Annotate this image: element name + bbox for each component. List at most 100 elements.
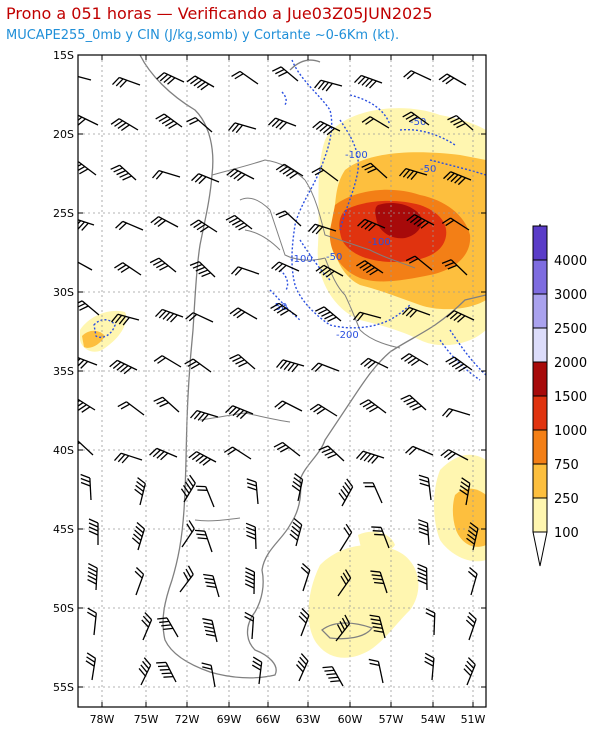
- wind-barb: [289, 518, 303, 547]
- wind-barb: [308, 223, 337, 235]
- colorbar-swatch: [532, 429, 548, 465]
- lat-label: 15S: [53, 49, 74, 62]
- wind-barb: [78, 114, 99, 126]
- wind-barb: [459, 477, 471, 506]
- wind-barb: [440, 449, 469, 461]
- wind-barb: [445, 356, 473, 372]
- wind-barb: [467, 567, 478, 596]
- colorbar-bottom-arrow: [532, 531, 548, 567]
- wind-barb: [354, 74, 383, 89]
- wind-barb: [78, 73, 92, 81]
- colorbar-swatch: [532, 361, 548, 397]
- wind-barb: [225, 405, 254, 420]
- wind-barb: [155, 113, 183, 129]
- wind-barb: [180, 474, 196, 503]
- wind-barb: [114, 452, 143, 464]
- wind-barb: [110, 118, 139, 132]
- wind-barb: [149, 447, 178, 461]
- wind-barb: [138, 657, 152, 686]
- wind-barb: [78, 217, 95, 231]
- wind-barb: [298, 608, 310, 637]
- wind-barb: [190, 409, 219, 422]
- wind-barb: [447, 114, 474, 131]
- wind-barb: [223, 446, 252, 460]
- wind-barb: [226, 168, 255, 182]
- wind-barb: [115, 220, 144, 231]
- colorbar-label: 250: [554, 492, 579, 507]
- lat-label: 45S: [53, 523, 74, 536]
- wind-barb: [441, 259, 468, 276]
- wind-barb: [231, 266, 260, 276]
- wind-barb: [189, 219, 218, 233]
- wind-barb: [246, 478, 259, 505]
- wind-barb: [112, 76, 141, 88]
- land-outline: [139, 55, 486, 679]
- lat-label: 40S: [53, 444, 74, 457]
- wind-barb: [141, 612, 153, 641]
- wind-barb: [231, 70, 259, 85]
- wind-barb: [109, 359, 138, 375]
- wind-barb: [228, 122, 257, 134]
- wind-barb: [318, 445, 345, 462]
- axis-ticks: [78, 54, 486, 707]
- wind-barb: [402, 111, 430, 126]
- wind-barb: [400, 394, 427, 411]
- wind-barb: [181, 520, 195, 548]
- wind-barb: [465, 612, 477, 641]
- wind-barb: [156, 72, 185, 85]
- wind-barb: [315, 306, 342, 323]
- wind-barb: [78, 161, 97, 176]
- wind-barb: [188, 451, 217, 466]
- wind-barb: [274, 400, 303, 412]
- wind-barb: [361, 116, 390, 129]
- wind-barb: [314, 79, 343, 92]
- colorbar-swatch: [532, 497, 548, 533]
- wind-barb: [337, 569, 352, 597]
- cin-label: -50: [420, 164, 436, 175]
- cin-label: -50: [410, 117, 426, 128]
- wind-barb: [405, 255, 433, 271]
- colorbar-swatch: [532, 225, 548, 261]
- wind-barb: [417, 563, 428, 591]
- wind-barb: [315, 264, 344, 278]
- wind-barb: [117, 401, 145, 416]
- lat-label: 35S: [53, 365, 74, 378]
- wind-barb: [275, 163, 304, 179]
- wind-barb: [339, 523, 353, 552]
- wind-barb: [353, 311, 382, 322]
- map-frame: [77, 54, 487, 708]
- lon-label: 57W: [379, 713, 404, 726]
- wind-barb: [184, 358, 212, 373]
- wind-barb: [152, 169, 181, 180]
- wind-barb: [155, 308, 184, 323]
- colorbar-swatch: [532, 463, 548, 499]
- colorbar-label: 3000: [554, 288, 587, 303]
- colorbar-label: 2500: [554, 322, 587, 337]
- wind-barb: [311, 167, 339, 182]
- lat-label: 20S: [53, 128, 74, 141]
- colorbar-label: 1000: [554, 424, 587, 439]
- lon-label: 51W: [461, 713, 486, 726]
- wind-barb: [295, 653, 309, 682]
- cin-label: -100: [368, 237, 391, 248]
- map-title: Prono a 051 horas — Verificando a Jue03Z…: [6, 4, 433, 23]
- wind-barb: [153, 355, 182, 368]
- colorbar-swatch: [532, 259, 548, 295]
- wind-barb: [80, 473, 92, 501]
- country-borders: [194, 159, 416, 522]
- wind-barb: [185, 312, 214, 323]
- wind-barb: [78, 397, 96, 413]
- wind-barb: [275, 210, 302, 227]
- wind-barb: [424, 652, 435, 681]
- wind-barb: [406, 214, 435, 229]
- wind-barb: [402, 306, 431, 318]
- wind-barb: [441, 217, 470, 231]
- wind-barb: [186, 75, 215, 91]
- wind-barb: [463, 657, 476, 686]
- colorbar-label: 1500: [554, 390, 587, 405]
- wind-barb: [194, 529, 213, 553]
- wind-barb: [371, 526, 390, 549]
- wind-barb: [251, 656, 263, 685]
- wind-barb: [417, 519, 430, 546]
- wind-barb: [357, 218, 386, 232]
